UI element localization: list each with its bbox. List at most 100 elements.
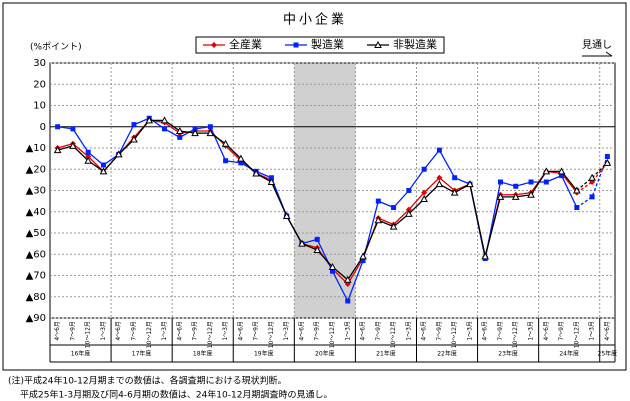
fiscal-year-label: 19年度 [254, 350, 274, 358]
x-tick-label: 1～3月 [222, 321, 229, 341]
point [374, 40, 382, 48]
point [330, 268, 335, 274]
chart-title: 中小企業 [283, 12, 347, 28]
point [314, 236, 320, 242]
point [282, 211, 291, 219]
point [527, 190, 535, 198]
point [162, 126, 168, 132]
y-tick-label: ▲20 [26, 164, 46, 175]
point [360, 258, 366, 264]
x-tick-label: 4～6月 [54, 321, 61, 341]
y-tick-label: 20 [33, 79, 46, 90]
x-tick-label: 4～6月 [176, 321, 183, 341]
x-tick-label: 1～3月 [100, 321, 107, 341]
point [374, 216, 383, 224]
point [359, 252, 367, 260]
point [84, 156, 93, 164]
x-tick-label: 1～3月 [466, 321, 473, 341]
point [343, 275, 352, 283]
x-tick-label: 10～12月 [207, 321, 214, 348]
x-tick-label: 10～12月 [512, 321, 519, 348]
x-tick-label: 4～6月 [237, 321, 244, 341]
point [85, 153, 92, 160]
point [406, 188, 412, 193]
point [497, 179, 503, 185]
point [131, 122, 137, 128]
x-tick-label: 7～9月 [130, 321, 137, 341]
x-tick-label: 10～12月 [329, 321, 336, 348]
x-tick-label: 4～6月 [298, 321, 305, 341]
y-tick-label: ▲40 [26, 207, 46, 218]
point [160, 116, 169, 124]
forecast-line [576, 156, 608, 209]
point [328, 262, 337, 270]
point [223, 158, 229, 164]
point [574, 205, 580, 210]
point [114, 150, 123, 158]
point [436, 147, 442, 153]
x-tick-label: 4～6月 [543, 321, 550, 341]
note: (注)平成24年10-12月期までの数値は、各調査期における現状判断。 [8, 375, 287, 387]
point [53, 146, 62, 154]
point [452, 175, 458, 181]
point [603, 158, 612, 166]
fiscal-year-label: 22年度 [437, 350, 457, 358]
point [207, 124, 213, 130]
x-tick-label: 7～9月 [375, 321, 382, 341]
x-tick-label: 10～12月 [85, 321, 92, 348]
y-tick-label: 30 [33, 58, 46, 69]
point [496, 192, 505, 200]
fiscal-year-label: 20年度 [315, 350, 335, 358]
point [238, 160, 244, 166]
y-tick-label: 10 [33, 101, 46, 112]
point [421, 166, 427, 172]
forecast-line [576, 162, 608, 191]
point [436, 174, 443, 181]
x-tick-label: 10～12月 [390, 321, 397, 348]
point [293, 42, 299, 48]
point [298, 239, 306, 247]
x-tick-label: 1～3月 [283, 321, 290, 341]
fiscal-year-label: 23年度 [498, 350, 518, 358]
x-tick-label: 4～6月 [115, 321, 122, 341]
point [69, 141, 77, 149]
point [391, 205, 397, 210]
point [211, 42, 217, 48]
point [481, 252, 490, 260]
y-tick-label: ▲60 [26, 249, 46, 260]
point [405, 206, 412, 213]
x-tick-label: 4～6月 [421, 321, 428, 341]
x-tick-label: 7～9月 [558, 321, 565, 341]
point [542, 167, 551, 175]
point [206, 129, 215, 137]
shaded-period [294, 63, 356, 318]
forecast-line [576, 162, 608, 194]
point [528, 179, 534, 185]
x-tick-label: 7～9月 [253, 321, 260, 341]
point [85, 149, 91, 155]
point [252, 169, 260, 177]
fiscal-year-label: 18年度 [193, 350, 213, 358]
point [100, 162, 106, 168]
fiscal-year-label: 16年度 [71, 350, 91, 358]
point [192, 126, 198, 132]
point [435, 180, 444, 188]
point [557, 167, 566, 175]
point [543, 179, 549, 185]
point [70, 126, 76, 132]
point [559, 173, 565, 179]
point [588, 173, 596, 181]
legend-label: 非製造業 [393, 37, 437, 51]
y-tick-label: ▲90 [26, 313, 46, 324]
point [604, 154, 610, 159]
point [511, 192, 520, 200]
fiscal-year-label: 25年度 [598, 350, 618, 358]
x-tick-label: 1～3月 [161, 321, 168, 341]
y-tick-label: ▲10 [26, 143, 46, 154]
x-tick-label: 10～12月 [573, 321, 580, 348]
point [450, 188, 459, 196]
x-tick-label: 10～12月 [451, 321, 458, 348]
y-axis-label: (%ポイント) [30, 42, 82, 53]
point [513, 183, 519, 189]
